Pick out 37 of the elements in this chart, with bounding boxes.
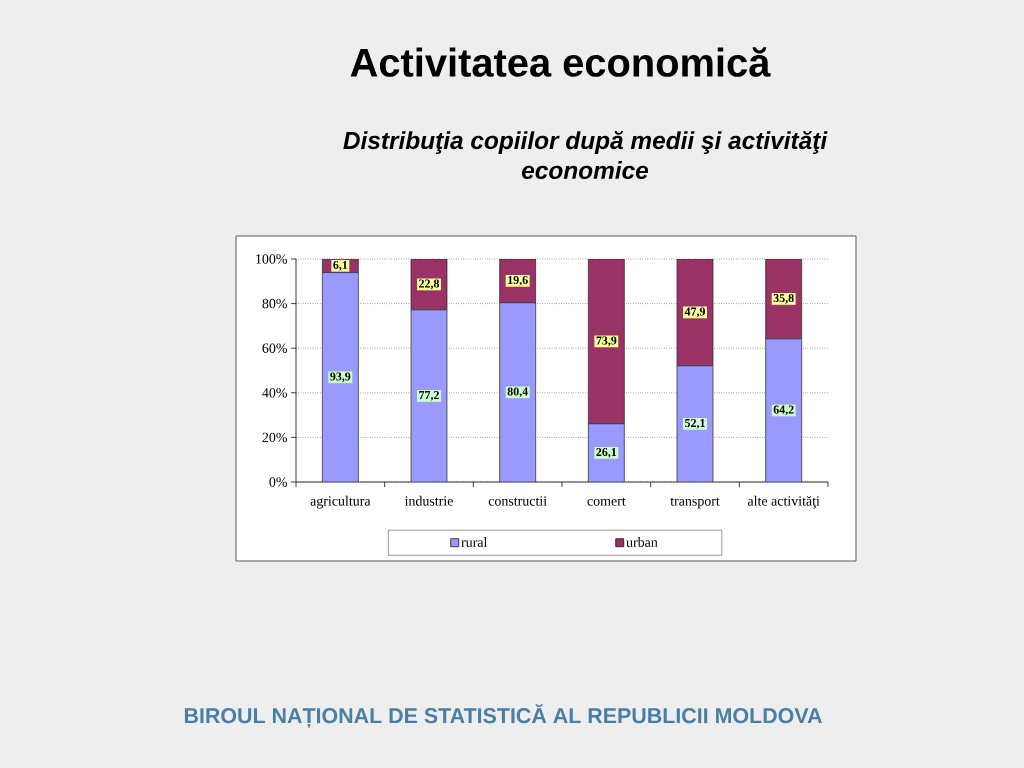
chart-subtitle: Distribuţia copiilor după medii şi activităţi economice [343,130,828,180]
bar [410,309,448,482]
text: BIROUL NAȚIONAL DE STATISTICĂ AL REPUBLICII MOLDOVA [184,704,822,728]
x-tick-label: transport [670,497,720,509]
data-label: 80,4 [507,387,528,398]
legend-label: urban [626,537,658,547]
x-tick-label: comert [587,497,626,506]
bar [587,259,625,425]
x-tick-label: agricultura [310,495,371,509]
data-label: 35,8 [773,294,794,304]
x-tick-label: industrie [404,495,453,506]
data-label: 64,2 [773,405,794,416]
data-label: 47,9 [684,307,706,318]
data-label: 19,6 [508,275,528,286]
data-label: 6,1 [333,260,348,271]
chart-title: Activitatea economică [350,47,771,77]
bar [765,338,803,482]
y-tick-label: 60% [262,343,288,353]
x-tick-label: alte activităţi [747,495,820,509]
y-tick-label: 80% [262,298,288,309]
bar [676,259,714,367]
legend-label: rural [461,537,488,547]
y-tick-label: 0% [269,477,287,487]
data-label: 77,2 [419,391,439,401]
bar [765,259,803,340]
data-label: 26,1 [596,448,617,458]
y-tick-label: 40% [262,388,288,398]
y-tick-label: 20% [262,432,288,443]
bar [676,365,714,482]
bar [321,272,359,482]
bar [499,302,537,482]
data-label: 93,9 [330,372,351,383]
data-label: 52,1 [685,419,705,429]
data-label: 73,9 [596,336,617,347]
x-tick-label: constructii [488,496,547,506]
y-tick-label: 100% [256,254,288,264]
data-label: 22,8 [419,279,440,290]
